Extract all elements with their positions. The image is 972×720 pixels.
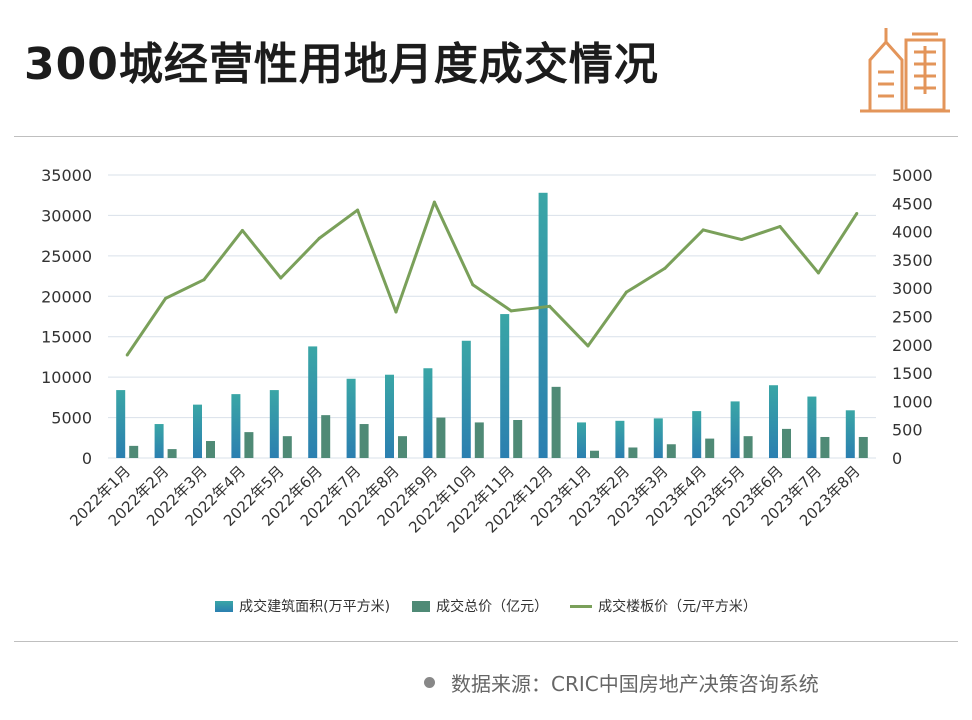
y-left-tick-label: 15000 [41, 328, 92, 347]
legend-item-total: 成交总价（亿元） [412, 596, 548, 616]
y-right-tick-label: 1000 [892, 392, 933, 411]
bar-total-price [282, 436, 292, 458]
y-right-tick-label: 1500 [892, 364, 933, 383]
bar-area [154, 424, 164, 458]
bar-area [116, 390, 126, 458]
point-floor-price [317, 236, 321, 240]
point-floor-price [778, 225, 782, 229]
bar-area [692, 411, 702, 458]
source-note: 数据来源：CRIC中国房地产决策咨询系统 [424, 668, 819, 697]
point-floor-price [394, 310, 398, 314]
y-right-tick-label: 3500 [892, 251, 933, 270]
bar-area [730, 401, 740, 458]
bar-area [269, 390, 279, 458]
legend-swatch-total [412, 600, 431, 612]
y-right-tick-label: 500 [892, 421, 923, 440]
bar-area [538, 192, 548, 458]
bar-total-price [167, 449, 177, 458]
y-left-tick-label: 20000 [41, 287, 92, 306]
bar-area [385, 374, 394, 458]
point-floor-price [624, 290, 628, 294]
page-title: 300城经营性用地月度成交情况 [24, 39, 659, 90]
bar-area [845, 410, 855, 458]
legend-label-floor-price: 成交楼板价（元/平方米） [598, 599, 757, 615]
top-divider [14, 136, 958, 137]
y-right-tick-label: 5000 [892, 166, 933, 185]
bar-area [193, 404, 202, 458]
bar-total-price [628, 447, 638, 458]
y-left-tick-label: 10000 [41, 368, 92, 387]
bar-total-price [206, 441, 215, 458]
point-floor-price [663, 266, 667, 270]
point-floor-price [240, 228, 244, 232]
point-floor-price [471, 283, 475, 287]
legend-item-floor-price: 成交楼板价（元/平方米） [570, 596, 757, 616]
legend-label-area: 成交建筑面积(万平方米) [239, 599, 391, 615]
legend-swatch-floor-price [570, 604, 593, 608]
bar-total-price [321, 415, 331, 458]
bar-total-price [590, 450, 599, 458]
point-floor-price [356, 208, 360, 212]
bar-area [346, 378, 356, 458]
bar-total-price [551, 386, 561, 458]
y-left-tick-label: 0 [82, 449, 92, 468]
y-right-tick-label: 0 [892, 449, 902, 468]
bar-total-price [743, 436, 753, 458]
bar-total-price [244, 432, 254, 458]
legend-item-area: 成交建筑面积(万平方米) [215, 596, 390, 616]
bar-area [423, 368, 433, 458]
bar-total-price [474, 422, 484, 458]
point-floor-price [740, 238, 744, 242]
point-floor-price [279, 276, 283, 280]
bar-total-price [359, 424, 369, 458]
bar-total-price [129, 445, 139, 458]
bar-total-price [436, 417, 446, 458]
legend-label-total: 成交总价（亿元） [436, 599, 549, 615]
y-right-tick-label: 4000 [892, 223, 933, 242]
bar-area [615, 420, 625, 458]
y-right-tick-label: 3000 [892, 279, 933, 298]
y-right-tick-label: 4500 [892, 194, 933, 213]
source-text: 数据来源：CRIC中国房地产决策咨询系统 [451, 672, 819, 696]
bar-area [577, 422, 586, 458]
point-floor-price [816, 271, 820, 275]
point-floor-price [125, 353, 129, 357]
y-left-tick-label: 35000 [41, 166, 92, 185]
legend-swatch-area [215, 600, 234, 612]
y-left-tick-label: 30000 [41, 206, 92, 225]
chart: 0 5000 10000 15000 20000 25000 30000 35000 0 500 1… [41, 166, 933, 537]
bar-total-price [666, 444, 676, 458]
y-right-tick-label: 2500 [892, 308, 933, 327]
bar-total-price [398, 436, 407, 458]
bar-area [807, 396, 817, 458]
bar-area [231, 394, 241, 458]
legend: 成交建筑面积(万平方米) 成交总价（亿元） 成交楼板价（元/平方米） [0, 596, 972, 616]
point-floor-price [701, 228, 705, 232]
bar-total-price [513, 419, 523, 458]
point-floor-price [548, 304, 552, 308]
y-right-tick-label: 2000 [892, 336, 933, 355]
point-floor-price [164, 296, 168, 300]
point-floor-price [509, 309, 513, 313]
point-floor-price [202, 278, 206, 282]
bar-total-price [782, 428, 791, 458]
bar-total-price [705, 438, 715, 458]
bullet-icon [424, 677, 435, 688]
point-floor-price [586, 344, 590, 348]
bar-area [461, 340, 471, 458]
line-floor-price [125, 200, 859, 356]
point-floor-price [855, 211, 859, 215]
bar-area [308, 346, 318, 458]
bar-area [500, 314, 510, 458]
bar-total-price [820, 436, 830, 458]
point-floor-price [432, 200, 436, 204]
bottom-divider [14, 641, 958, 642]
bar-total-price [858, 436, 868, 458]
y-left-tick-label: 5000 [51, 409, 92, 428]
bar-area [653, 418, 663, 458]
y-left-tick-label: 25000 [41, 247, 92, 266]
building-icon [860, 28, 950, 113]
bar-area [769, 385, 778, 458]
